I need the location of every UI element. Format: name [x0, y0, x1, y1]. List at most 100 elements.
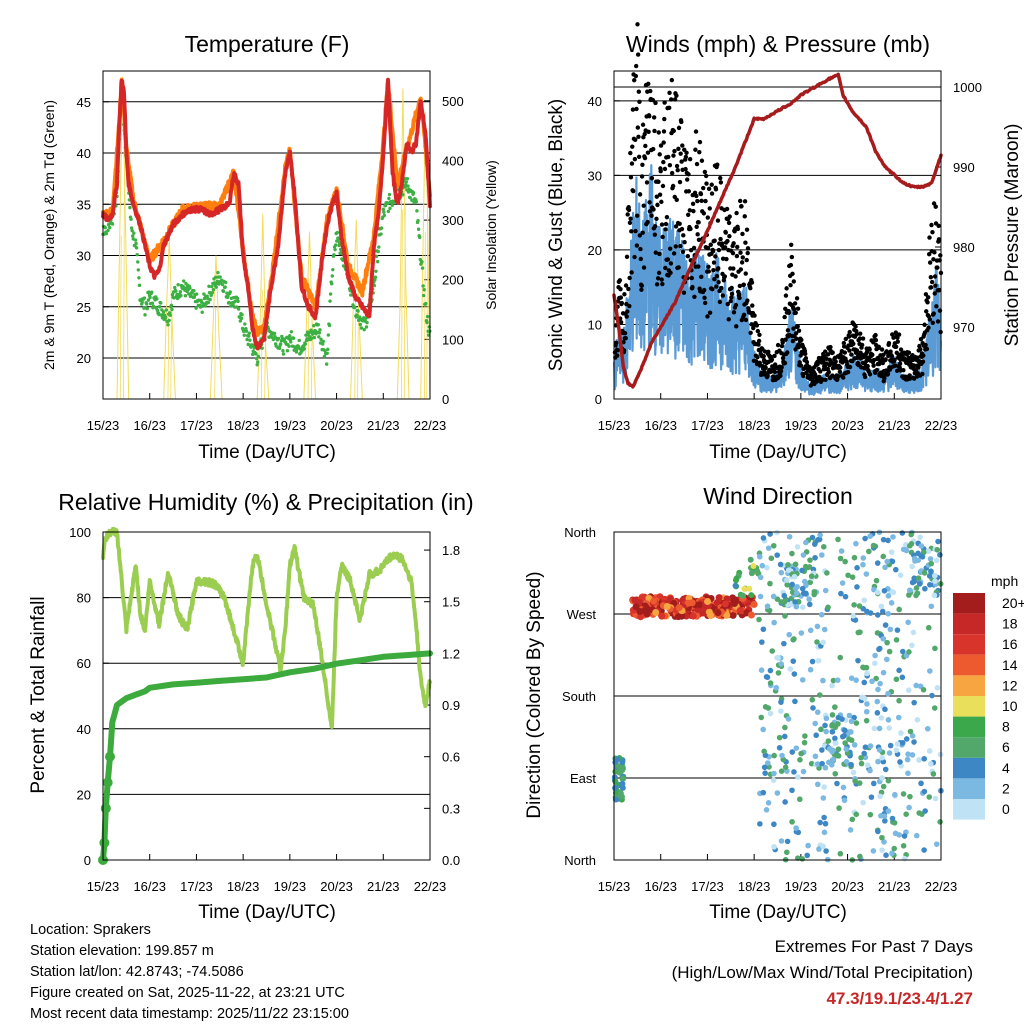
dewpoint-point — [244, 326, 248, 331]
gust-point — [627, 303, 632, 309]
gust-point — [657, 251, 662, 257]
solar-spike — [357, 295, 359, 400]
direction-point — [926, 794, 933, 800]
dewpoint-point — [379, 226, 384, 230]
direction-point — [909, 732, 916, 739]
gust-point — [737, 295, 742, 301]
direction-point — [805, 842, 811, 849]
gust-point — [723, 230, 728, 235]
direction-point — [799, 856, 806, 862]
direction-point — [868, 794, 875, 800]
x-tick-label: 15/23 — [87, 879, 120, 894]
gust-point — [712, 277, 717, 282]
direction-point — [817, 532, 823, 538]
dewpoint-point — [333, 247, 337, 252]
dewpoint-point — [287, 334, 292, 338]
direction-point — [896, 832, 902, 838]
gust-point — [719, 241, 725, 246]
dewpoint-point — [208, 297, 212, 302]
gust-point — [847, 329, 852, 335]
dewpoint-point — [245, 337, 249, 342]
gust-point — [932, 291, 937, 296]
direction-point — [885, 593, 892, 599]
gust-point — [722, 245, 728, 250]
wind-direction-panel: Wind Direction 15/23 16/23 17/23 18/23 19/23… — [524, 483, 1024, 923]
gust-point — [842, 350, 848, 355]
dewpoint-point — [228, 290, 232, 294]
gust-point — [655, 276, 661, 281]
dewpoint-point — [167, 318, 171, 323]
direction-point — [871, 725, 878, 732]
x-tick-label: 21/23 — [367, 418, 400, 433]
direction-point — [783, 849, 790, 856]
dewpoint-point — [210, 284, 214, 289]
direction-point — [825, 604, 831, 611]
gust-point — [623, 283, 629, 288]
gust-point — [695, 198, 700, 204]
direction-point — [821, 829, 828, 836]
direction-point — [829, 728, 836, 735]
direction-point — [856, 780, 863, 786]
direction-point — [899, 740, 906, 746]
direction-point — [715, 594, 723, 602]
y2-tick-label: 200 — [442, 273, 464, 288]
direction-point — [822, 764, 829, 771]
gust-point — [637, 192, 643, 197]
gust-point — [743, 271, 748, 276]
wind-direction-xlabel: Time (Day/UTC) — [709, 902, 847, 923]
timestamp-text: Most recent data timestamp: 2025/11/22 2… — [30, 1006, 349, 1022]
direction-point — [885, 717, 892, 723]
direction-point — [838, 590, 844, 597]
direction-point — [809, 534, 816, 541]
gust-point — [647, 209, 653, 214]
direction-point — [834, 677, 841, 683]
x-tick-label: 16/23 — [133, 879, 166, 894]
direction-point — [894, 741, 901, 747]
direction-point — [867, 811, 874, 818]
direction-point — [861, 695, 868, 702]
gust-point — [796, 344, 801, 350]
dewpoint-point — [129, 217, 133, 221]
direction-point — [861, 597, 868, 603]
legend-label: 0 — [1002, 801, 1010, 817]
humidity-ylabel: Percent & Total Rainfall — [28, 596, 49, 793]
dewpoint-point — [424, 301, 428, 306]
humidity-panel: Relative Humidity (%) & Precipitation (i… — [28, 489, 474, 923]
direction-point — [846, 712, 853, 719]
gust-point — [728, 299, 733, 304]
direction-point — [814, 639, 820, 645]
gust-point — [691, 245, 697, 251]
dewpoint-point — [386, 209, 391, 214]
x-tick-label: 19/23 — [785, 418, 818, 433]
legend-swatch — [953, 737, 985, 758]
direction-point — [793, 825, 799, 831]
dewpoint-point — [188, 286, 192, 290]
gust-point — [766, 349, 771, 355]
gust-point — [791, 326, 796, 331]
x-tick-label: 15/23 — [598, 879, 631, 894]
direction-point — [794, 544, 801, 550]
gust-point — [740, 255, 745, 260]
direction-point — [909, 752, 916, 758]
direction-point — [797, 757, 803, 763]
x-tick-label: 22/23 — [414, 879, 447, 894]
gust-point — [661, 159, 666, 165]
dewpoint-point — [242, 333, 246, 337]
dewpoint-point — [302, 347, 306, 351]
gust-point — [826, 369, 831, 375]
direction-point — [842, 727, 848, 734]
direction-point — [779, 752, 785, 759]
gust-point — [715, 162, 720, 167]
direction-point — [798, 630, 805, 636]
gust-point — [775, 342, 781, 348]
direction-point — [905, 619, 911, 626]
direction-point — [911, 739, 917, 745]
direction-point — [928, 568, 934, 574]
direction-point — [812, 720, 819, 727]
dewpoint-point — [131, 234, 135, 238]
solar-spike — [119, 235, 122, 400]
dewpoint-point — [323, 348, 327, 353]
y2-tick-label: 970 — [953, 320, 975, 335]
gust-point — [733, 302, 739, 308]
y-tick-label: 35 — [77, 197, 91, 212]
